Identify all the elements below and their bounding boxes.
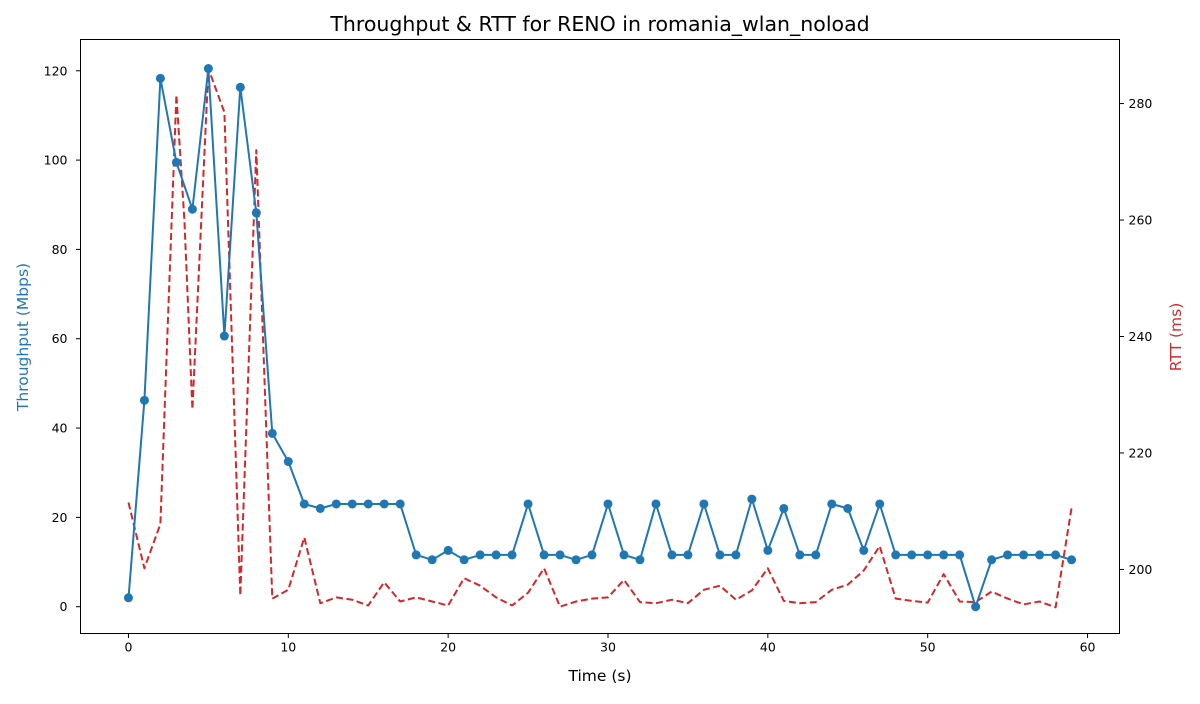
throughput-point xyxy=(955,550,965,560)
x-tick-label: 0 xyxy=(124,640,132,655)
y-right-tick-label: 240 xyxy=(1129,329,1153,344)
throughput-point xyxy=(267,428,277,438)
throughput-point xyxy=(523,499,533,509)
x-tick-label: 50 xyxy=(920,640,936,655)
throughput-point xyxy=(251,208,261,218)
throughput-point xyxy=(875,499,885,509)
throughput-point xyxy=(459,555,469,565)
throughput-point xyxy=(187,204,197,214)
throughput-point xyxy=(363,499,373,509)
throughput-point xyxy=(123,593,133,603)
throughput-point xyxy=(571,555,581,565)
throughput-point xyxy=(411,550,421,560)
y-left-tick-label: 100 xyxy=(44,153,68,168)
throughput-point xyxy=(555,550,565,560)
y-left-tick-label: 60 xyxy=(52,331,68,346)
throughput-point xyxy=(155,73,165,83)
throughput-point xyxy=(795,550,805,560)
x-tick-label: 30 xyxy=(600,640,616,655)
throughput-point xyxy=(907,550,917,560)
throughput-point xyxy=(827,499,837,509)
throughput-point xyxy=(1035,550,1045,560)
throughput-point xyxy=(619,550,629,560)
throughput-point xyxy=(347,499,357,509)
y-right-tick-label: 220 xyxy=(1129,445,1153,460)
throughput-point xyxy=(1019,550,1029,560)
axis-ticks: 0 10 20 30 40 50 60 0 20 40 60 80 100 120 200 220 240 260… xyxy=(44,63,1153,654)
throughput-point xyxy=(699,499,709,509)
y-right-tick-label: 200 xyxy=(1129,562,1153,577)
throughput-point xyxy=(315,503,325,513)
throughput-point xyxy=(811,550,821,560)
x-tick-label: 60 xyxy=(1080,640,1096,655)
series-layer xyxy=(123,64,1077,612)
throughput-point xyxy=(667,550,677,560)
throughput-point xyxy=(395,499,405,509)
y-left-tick-label: 120 xyxy=(44,63,68,78)
throughput-point xyxy=(859,545,869,555)
throughput-point xyxy=(1003,550,1013,560)
throughput-point xyxy=(139,395,149,405)
y-left-tick-label: 80 xyxy=(52,242,68,257)
throughput-point xyxy=(427,555,437,565)
throughput-point xyxy=(779,503,789,513)
y-left-tick-label: 40 xyxy=(52,421,68,436)
throughput-point xyxy=(939,550,949,560)
throughput-point xyxy=(539,550,549,560)
throughput-point xyxy=(299,499,309,509)
y-axis-label-left: Throughput (Mbps) xyxy=(14,263,32,412)
throughput-point xyxy=(603,499,613,509)
throughput-point xyxy=(171,157,181,167)
y-left-tick-label: 20 xyxy=(52,510,68,525)
x-tick-label: 40 xyxy=(760,640,776,655)
plot-frame xyxy=(80,39,1120,634)
throughput-point xyxy=(491,550,501,560)
throughput-point xyxy=(587,550,597,560)
x-tick-label: 20 xyxy=(440,640,456,655)
x-tick-label: 10 xyxy=(280,640,296,655)
throughput-point xyxy=(971,602,981,612)
throughput-point xyxy=(715,550,725,560)
y-right-tick-label: 280 xyxy=(1129,96,1153,111)
throughput-point xyxy=(1067,555,1077,565)
throughput-point xyxy=(379,499,389,509)
throughput-point xyxy=(235,82,245,92)
throughput-point xyxy=(203,64,213,74)
throughput-point xyxy=(747,494,757,504)
throughput-point xyxy=(331,499,341,509)
throughput-point xyxy=(475,550,485,560)
throughput-point xyxy=(731,550,741,560)
throughput-point xyxy=(683,550,693,560)
throughput-point xyxy=(219,331,229,341)
throughput-point xyxy=(507,550,517,560)
throughput-point xyxy=(1051,550,1061,560)
throughput-point xyxy=(923,550,933,560)
rtt-series-line xyxy=(127,67,1073,609)
y-right-tick-label: 260 xyxy=(1129,213,1153,228)
y-axis-label-right: RTT (ms) xyxy=(1167,303,1185,372)
throughput-point xyxy=(283,457,293,467)
x-axis-label: Time (s) xyxy=(567,667,631,685)
throughput-point xyxy=(987,555,997,565)
throughput-point xyxy=(763,545,773,555)
y-left-tick-label: 0 xyxy=(60,599,68,614)
chart-title: Throughput & RTT for RENO in romania_wla… xyxy=(329,12,869,37)
throughput-point xyxy=(843,503,853,513)
throughput-point xyxy=(651,499,661,509)
throughput-point xyxy=(443,545,453,555)
throughput-point xyxy=(891,550,901,560)
throughput-point xyxy=(635,555,645,565)
